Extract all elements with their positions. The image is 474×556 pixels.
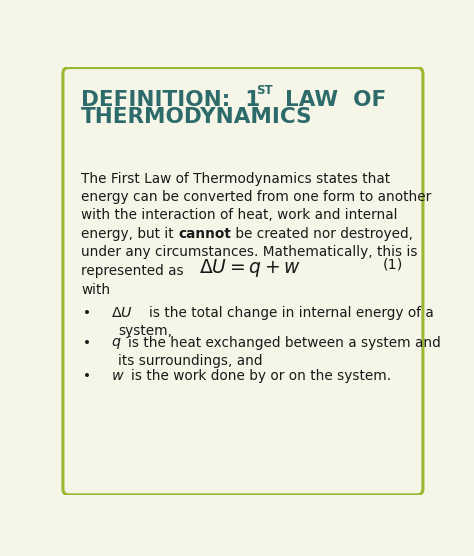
Text: DEFINITION:  1: DEFINITION: 1 <box>82 90 261 110</box>
Text: is the work done by or on the system.: is the work done by or on the system. <box>131 369 391 383</box>
Text: energy can be converted from one form to another: energy can be converted from one form to… <box>82 190 431 204</box>
Text: energy, but it: energy, but it <box>82 227 178 241</box>
Text: with: with <box>82 283 110 297</box>
FancyBboxPatch shape <box>63 68 423 495</box>
Text: The First Law of Thermodynamics states that: The First Law of Thermodynamics states t… <box>82 172 391 186</box>
Text: its surroundings, and: its surroundings, and <box>118 354 263 368</box>
Text: ST: ST <box>256 85 273 97</box>
Text: system,: system, <box>118 324 172 338</box>
Text: with the interaction of heat, work and internal: with the interaction of heat, work and i… <box>82 208 398 222</box>
Text: represented as: represented as <box>82 264 184 277</box>
Text: •: • <box>83 369 91 383</box>
Text: $q$: $q$ <box>110 336 121 351</box>
Text: under any circumstances. Mathematically, this is: under any circumstances. Mathematically,… <box>82 245 418 259</box>
Text: •: • <box>83 306 91 320</box>
Text: (1): (1) <box>383 257 403 271</box>
Text: LAW  OF: LAW OF <box>271 90 387 110</box>
Text: cannot: cannot <box>178 227 231 241</box>
Text: THERMODYNAMICS: THERMODYNAMICS <box>82 107 313 127</box>
Text: is the total change in internal energy of a: is the total change in internal energy o… <box>149 306 434 320</box>
Text: $\Delta U$: $\Delta U$ <box>110 306 133 320</box>
Text: $w$: $w$ <box>110 369 124 383</box>
Text: $\Delta U = q + w$: $\Delta U = q + w$ <box>199 257 301 279</box>
Text: •: • <box>83 336 91 350</box>
Text: is the heat exchanged between a system and: is the heat exchanged between a system a… <box>128 336 441 350</box>
Text: be created nor destroyed,: be created nor destroyed, <box>231 227 413 241</box>
